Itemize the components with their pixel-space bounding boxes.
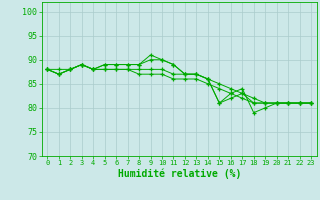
X-axis label: Humidité relative (%): Humidité relative (%) bbox=[117, 169, 241, 179]
